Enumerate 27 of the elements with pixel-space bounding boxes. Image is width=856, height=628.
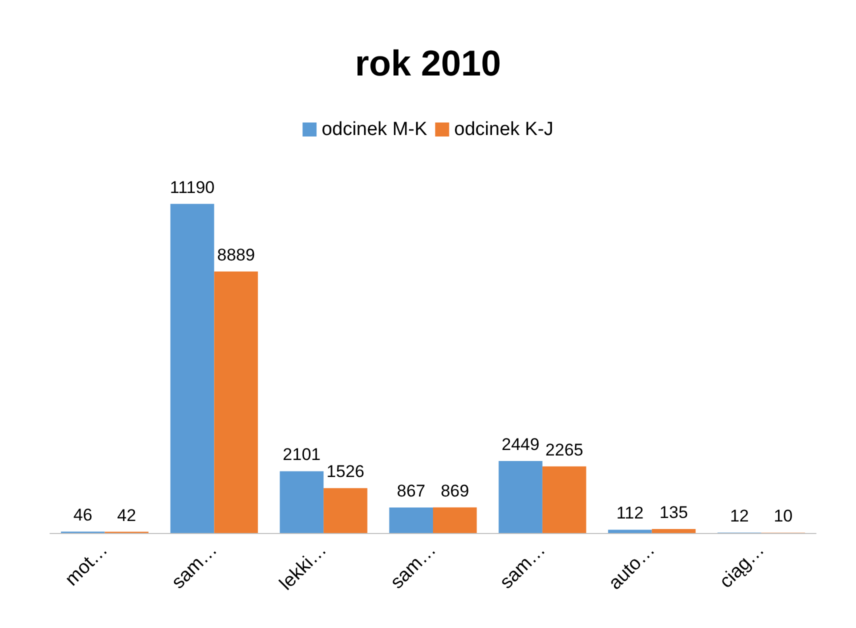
bar	[389, 507, 433, 533]
bar	[433, 507, 477, 533]
data-label: 2265	[545, 440, 584, 460]
data-label: 2449	[502, 434, 540, 454]
data-label: 2101	[282, 445, 321, 464]
bar	[542, 466, 586, 533]
legend-label: odcinek K-J	[454, 119, 554, 140]
data-label: 12	[730, 506, 749, 526]
data-label: 46	[73, 506, 92, 525]
bar	[214, 272, 258, 533]
data-label: 10	[774, 506, 793, 526]
bar	[280, 471, 324, 533]
bar	[170, 204, 214, 533]
data-label: 42	[117, 506, 136, 525]
bar	[652, 529, 696, 533]
chart-title: rok 2010	[354, 42, 502, 84]
bar	[608, 530, 652, 533]
data-label: 135	[660, 503, 688, 522]
bar	[498, 460, 542, 533]
data-label: 112	[616, 504, 644, 523]
data-label: 869	[440, 481, 470, 500]
legend-label: odcinek M-K	[322, 119, 428, 140]
data-label: 867	[396, 481, 426, 500]
bar	[324, 488, 368, 533]
data-label: 8889	[217, 246, 255, 265]
data-label: 1526	[326, 462, 364, 482]
data-label: 11190	[170, 178, 215, 197]
